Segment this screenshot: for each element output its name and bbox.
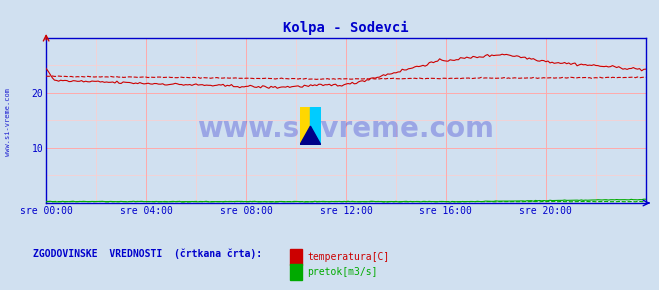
Text: ZGODOVINSKE  VREDNOSTI  (črtkana črta):: ZGODOVINSKE VREDNOSTI (črtkana črta): (33, 248, 262, 259)
Text: pretok[m3/s]: pretok[m3/s] (307, 267, 378, 277)
Text: www.si-vreme.com: www.si-vreme.com (198, 115, 494, 143)
Text: temperatura[C]: temperatura[C] (307, 252, 389, 262)
Title: Kolpa - Sodevci: Kolpa - Sodevci (283, 21, 409, 35)
Polygon shape (300, 126, 321, 145)
Text: www.si-vreme.com: www.si-vreme.com (5, 88, 11, 156)
Polygon shape (310, 107, 321, 145)
Polygon shape (300, 107, 310, 145)
